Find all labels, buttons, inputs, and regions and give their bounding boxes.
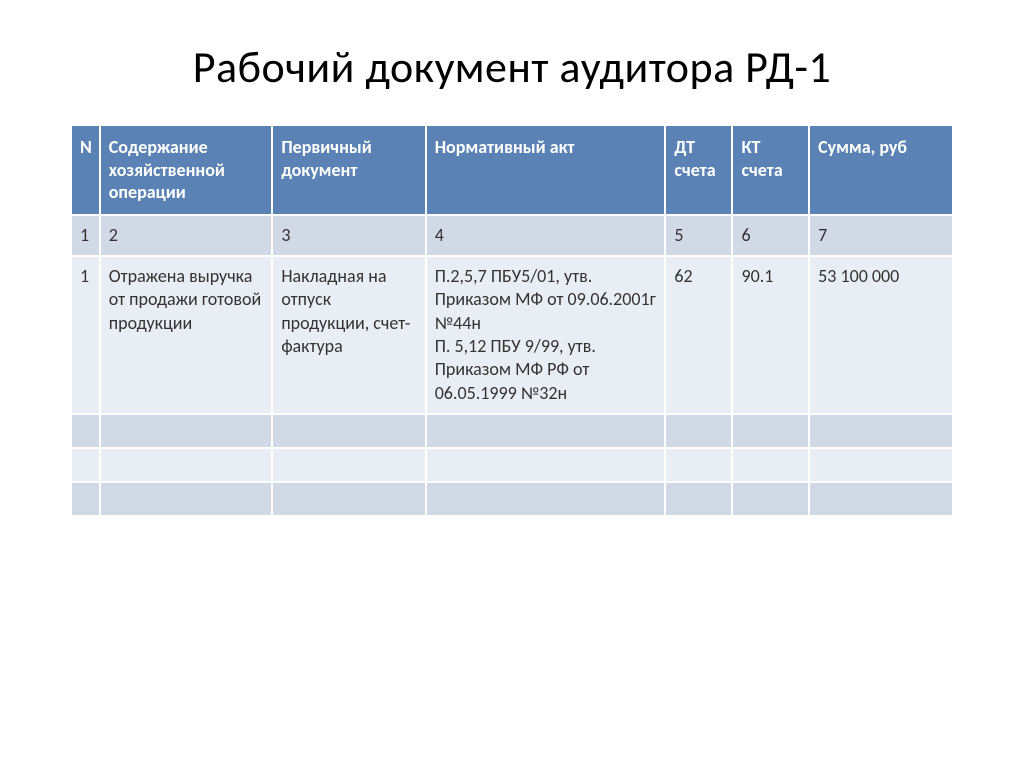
empty-cell (71, 448, 100, 482)
cell-n: 1 (71, 256, 100, 414)
col-header-op: Содержание хозяйственной операции (100, 125, 273, 215)
cell-dt: 62 (665, 256, 732, 414)
col-header-doc: Первичный документ (272, 125, 425, 215)
table-empty-row (71, 414, 953, 448)
empty-cell (809, 414, 953, 448)
auditor-table: N Содержание хозяйственной операции Перв… (70, 124, 954, 517)
table-empty-row (71, 448, 953, 482)
empty-cell (665, 414, 732, 448)
empty-cell (426, 482, 666, 516)
idx-dt: 5 (665, 215, 732, 256)
table-header-row: N Содержание хозяйственной операции Перв… (71, 125, 953, 215)
col-header-sum: Сумма, руб (809, 125, 953, 215)
empty-cell (100, 448, 273, 482)
idx-n: 1 (71, 215, 100, 256)
empty-cell (100, 482, 273, 516)
empty-cell (71, 482, 100, 516)
empty-cell (665, 448, 732, 482)
table-row: 1 Отражена выручка от продажи готовой пр… (71, 256, 953, 414)
empty-cell (732, 482, 809, 516)
idx-doc: 3 (272, 215, 425, 256)
empty-cell (100, 414, 273, 448)
idx-kt: 6 (732, 215, 809, 256)
empty-cell (809, 482, 953, 516)
empty-cell (809, 448, 953, 482)
cell-sum: 53 100 000 (809, 256, 953, 414)
col-header-dt: ДТ счета (665, 125, 732, 215)
col-header-n: N (71, 125, 100, 215)
table-index-row: 1 2 3 4 5 6 7 (71, 215, 953, 256)
empty-cell (732, 414, 809, 448)
empty-cell (71, 414, 100, 448)
cell-doc: Накладная на отпуск продукции, счет-факт… (272, 256, 425, 414)
empty-cell (272, 414, 425, 448)
empty-cell (426, 414, 666, 448)
cell-kt: 90.1 (732, 256, 809, 414)
table-empty-row (71, 482, 953, 516)
idx-act: 4 (426, 215, 666, 256)
empty-cell (665, 482, 732, 516)
cell-act: П.2,5,7 ПБУ5/01, утв. Приказом МФ от 09.… (426, 256, 666, 414)
cell-op: Отражена выручка от продажи готовой прод… (100, 256, 273, 414)
idx-op: 2 (100, 215, 273, 256)
page-title: Рабочий документ аудитора РД-1 (70, 40, 954, 94)
col-header-act: Нормативный акт (426, 125, 666, 215)
idx-sum: 7 (809, 215, 953, 256)
col-header-kt: КТ счета (732, 125, 809, 215)
empty-cell (272, 448, 425, 482)
slide: Рабочий документ аудитора РД-1 N Содержа… (0, 0, 1024, 767)
empty-cell (732, 448, 809, 482)
empty-cell (272, 482, 425, 516)
empty-cell (426, 448, 666, 482)
